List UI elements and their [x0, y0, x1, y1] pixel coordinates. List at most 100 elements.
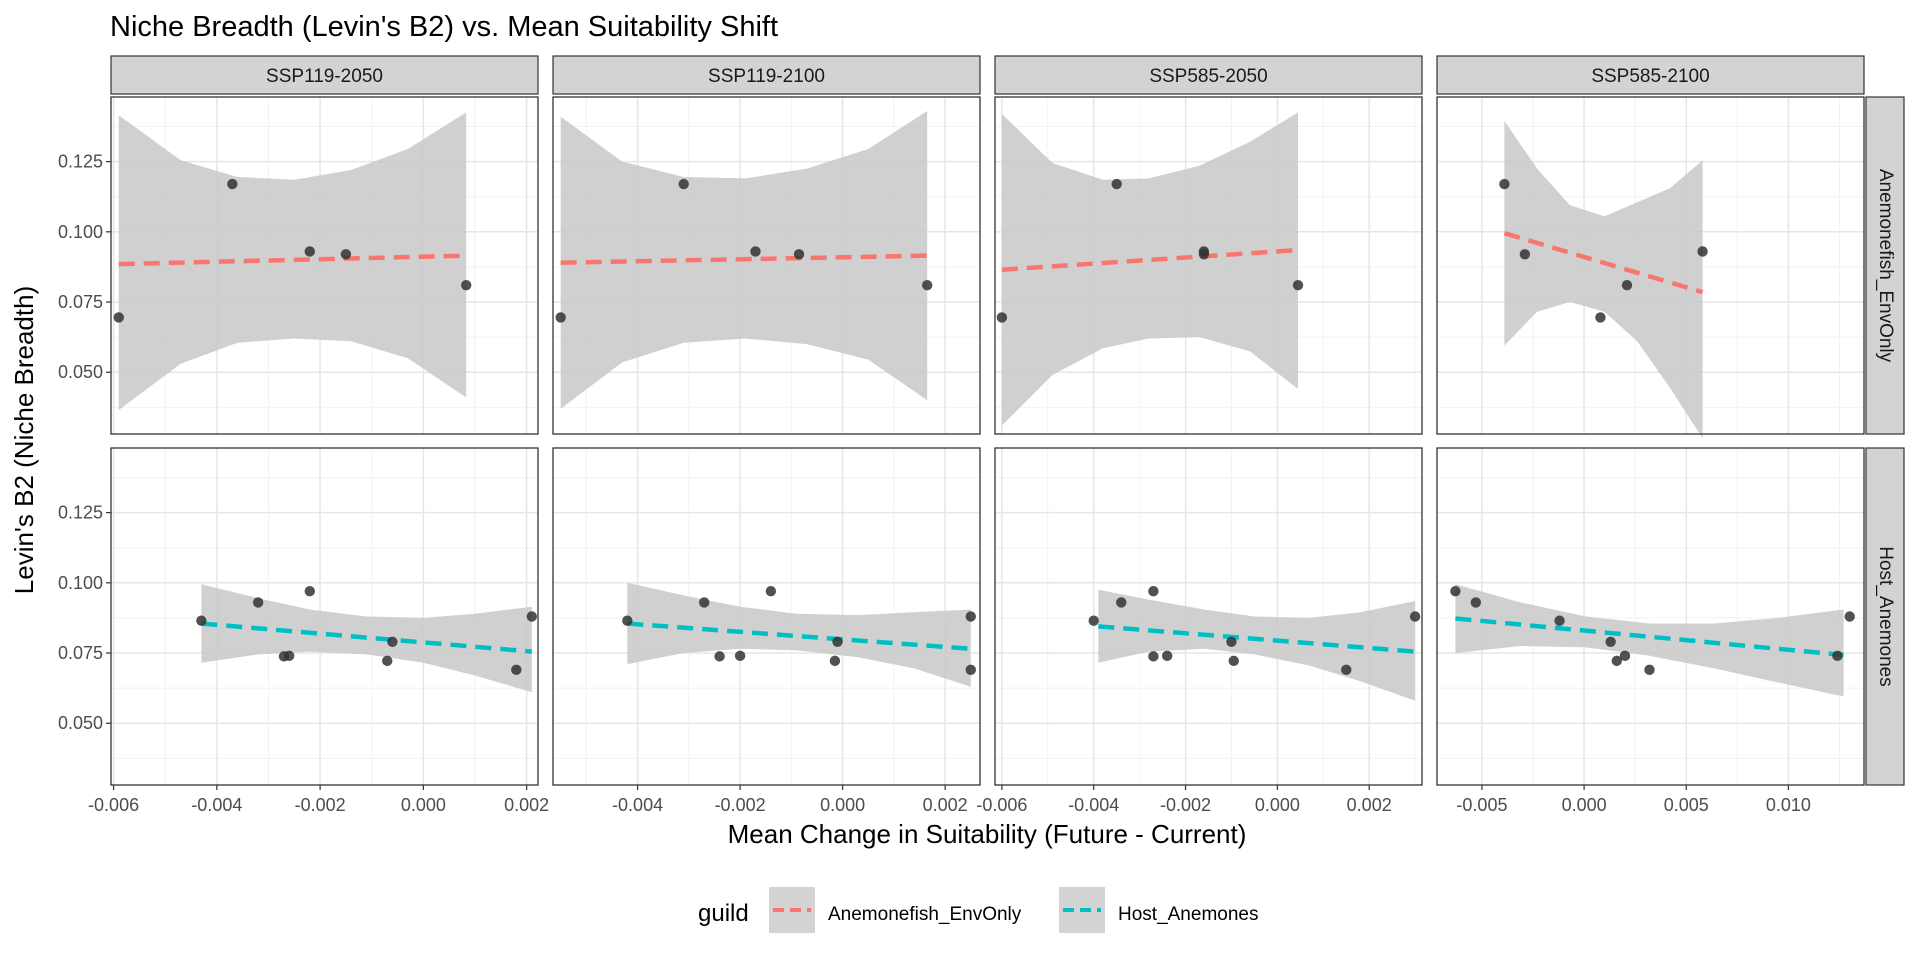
legend: guild Anemonefish_EnvOnly Host_Anemones	[698, 887, 1258, 933]
x-tick-label: 0.000	[1255, 795, 1300, 815]
facet-panel-3	[1436, 96, 1865, 439]
data-point	[1832, 650, 1843, 662]
facet-strip-0	[110, 55, 539, 95]
y-axis-title: Levin's B2 (Niche Breadth)	[9, 286, 39, 594]
data-point	[793, 249, 805, 260]
y-tick-label: 0.100	[58, 573, 103, 593]
data-point	[1611, 655, 1622, 667]
data-point	[1226, 636, 1237, 647]
panel-border	[1436, 96, 1865, 435]
legend-label-anemonefish: Anemonefish_EnvOnly	[828, 904, 1022, 925]
facet-panels: SSP119-2050 SSP119-2100 SSP585-2050 SSP585-…	[58, 55, 1905, 815]
data-point	[1605, 636, 1616, 647]
trend-line	[118, 253, 467, 267]
trend-line	[201, 621, 532, 654]
data-point	[555, 312, 566, 323]
data-point	[252, 597, 264, 608]
data-point	[1161, 650, 1173, 662]
trend-line	[1455, 616, 1844, 658]
x-tick-label: 0.002	[1347, 795, 1392, 815]
data-point	[227, 178, 238, 190]
facet-panel-4	[110, 447, 539, 786]
y-tick-label: 0.050	[58, 713, 103, 733]
legend-title: guild	[698, 900, 749, 927]
data-point	[1844, 611, 1855, 622]
x-tick-label: -0.004	[191, 795, 242, 815]
data-point	[714, 651, 725, 662]
x-axis-title: Mean Change in Suitability (Future - Cur…	[728, 819, 1247, 849]
data-point	[196, 615, 207, 626]
data-point	[387, 636, 398, 647]
data-point	[765, 586, 777, 597]
data-point	[1409, 611, 1421, 622]
row-strip-0	[1865, 96, 1905, 435]
x-tick-label: -0.002	[295, 795, 346, 815]
data-point	[1595, 312, 1606, 323]
panel-border	[110, 96, 539, 435]
y-tick-label: 0.125	[58, 503, 103, 523]
y-tick-label: 0.125	[58, 152, 103, 172]
trend-line	[1098, 624, 1416, 654]
x-tick-label: 0.005	[1664, 795, 1709, 815]
row-strip-1	[1865, 447, 1905, 786]
confidence-band	[118, 112, 467, 411]
x-tick-label: 0.010	[1766, 795, 1811, 815]
facet-strip-3	[1436, 55, 1865, 95]
x-tick-label: 0.000	[1562, 795, 1607, 815]
facet-strip-2	[994, 55, 1423, 95]
data-point	[304, 246, 315, 257]
x-tick-label: -0.006	[976, 795, 1027, 815]
data-point	[1554, 615, 1565, 626]
facet-strip-label: SSP585-2050	[1149, 66, 1267, 87]
facet-panel-0	[110, 96, 539, 435]
facet-panel-7	[1436, 447, 1865, 786]
data-point	[1450, 586, 1461, 597]
confidence-band	[1001, 112, 1298, 426]
panel-border	[552, 96, 981, 435]
legend-label-host-anemones: Host_Anemones	[1118, 904, 1258, 925]
data-point	[526, 611, 538, 622]
x-tick-label: -0.002	[1160, 795, 1211, 815]
facet-strip-label: SSP119-2050	[266, 66, 383, 87]
x-tick-label: -0.002	[715, 795, 766, 815]
facet-panel-1	[552, 96, 981, 435]
chart-title: Niche Breadth (Levin's B2) vs. Mean Suit…	[110, 11, 778, 43]
data-point	[1644, 664, 1655, 676]
facet-panel-6	[994, 447, 1423, 786]
data-point	[113, 312, 124, 323]
data-point	[734, 650, 746, 662]
data-point	[678, 178, 689, 190]
confidence-band	[1504, 120, 1703, 439]
y-tick-label: 0.075	[58, 643, 103, 663]
x-tick-label: -0.006	[88, 795, 139, 815]
x-tick-label: 0.000	[820, 795, 865, 815]
y-tick-label: 0.100	[58, 222, 103, 242]
data-point	[1116, 597, 1127, 608]
data-point	[382, 655, 393, 667]
y-tick-label: 0.050	[58, 362, 103, 382]
trend-line	[1503, 231, 1704, 295]
x-tick-label: -0.005	[1456, 795, 1507, 815]
facet-panel-2	[994, 96, 1423, 435]
data-point	[996, 312, 1008, 323]
data-point	[832, 636, 843, 647]
panel-border	[994, 96, 1423, 435]
x-tick-label: 0.000	[401, 795, 446, 815]
data-point	[511, 664, 522, 676]
row-strip-label: Anemonefish_EnvOnly	[1875, 169, 1896, 363]
data-point	[1470, 597, 1482, 608]
confidence-band	[1098, 589, 1416, 701]
x-tick-label: -0.004	[1068, 795, 1119, 815]
row-strip-label: Host_Anemones	[1875, 546, 1896, 686]
data-point	[1499, 178, 1510, 190]
facet-strip-label: SSP119-2100	[708, 66, 825, 87]
confidence-band	[1455, 584, 1844, 697]
data-point	[1621, 279, 1633, 291]
trend-line	[560, 253, 928, 265]
y-tick-label: 0.075	[58, 292, 103, 312]
facet-strip-label: SSP585-2100	[1591, 66, 1709, 87]
data-point	[1088, 615, 1099, 626]
data-point	[750, 246, 761, 257]
data-point	[1148, 651, 1159, 662]
